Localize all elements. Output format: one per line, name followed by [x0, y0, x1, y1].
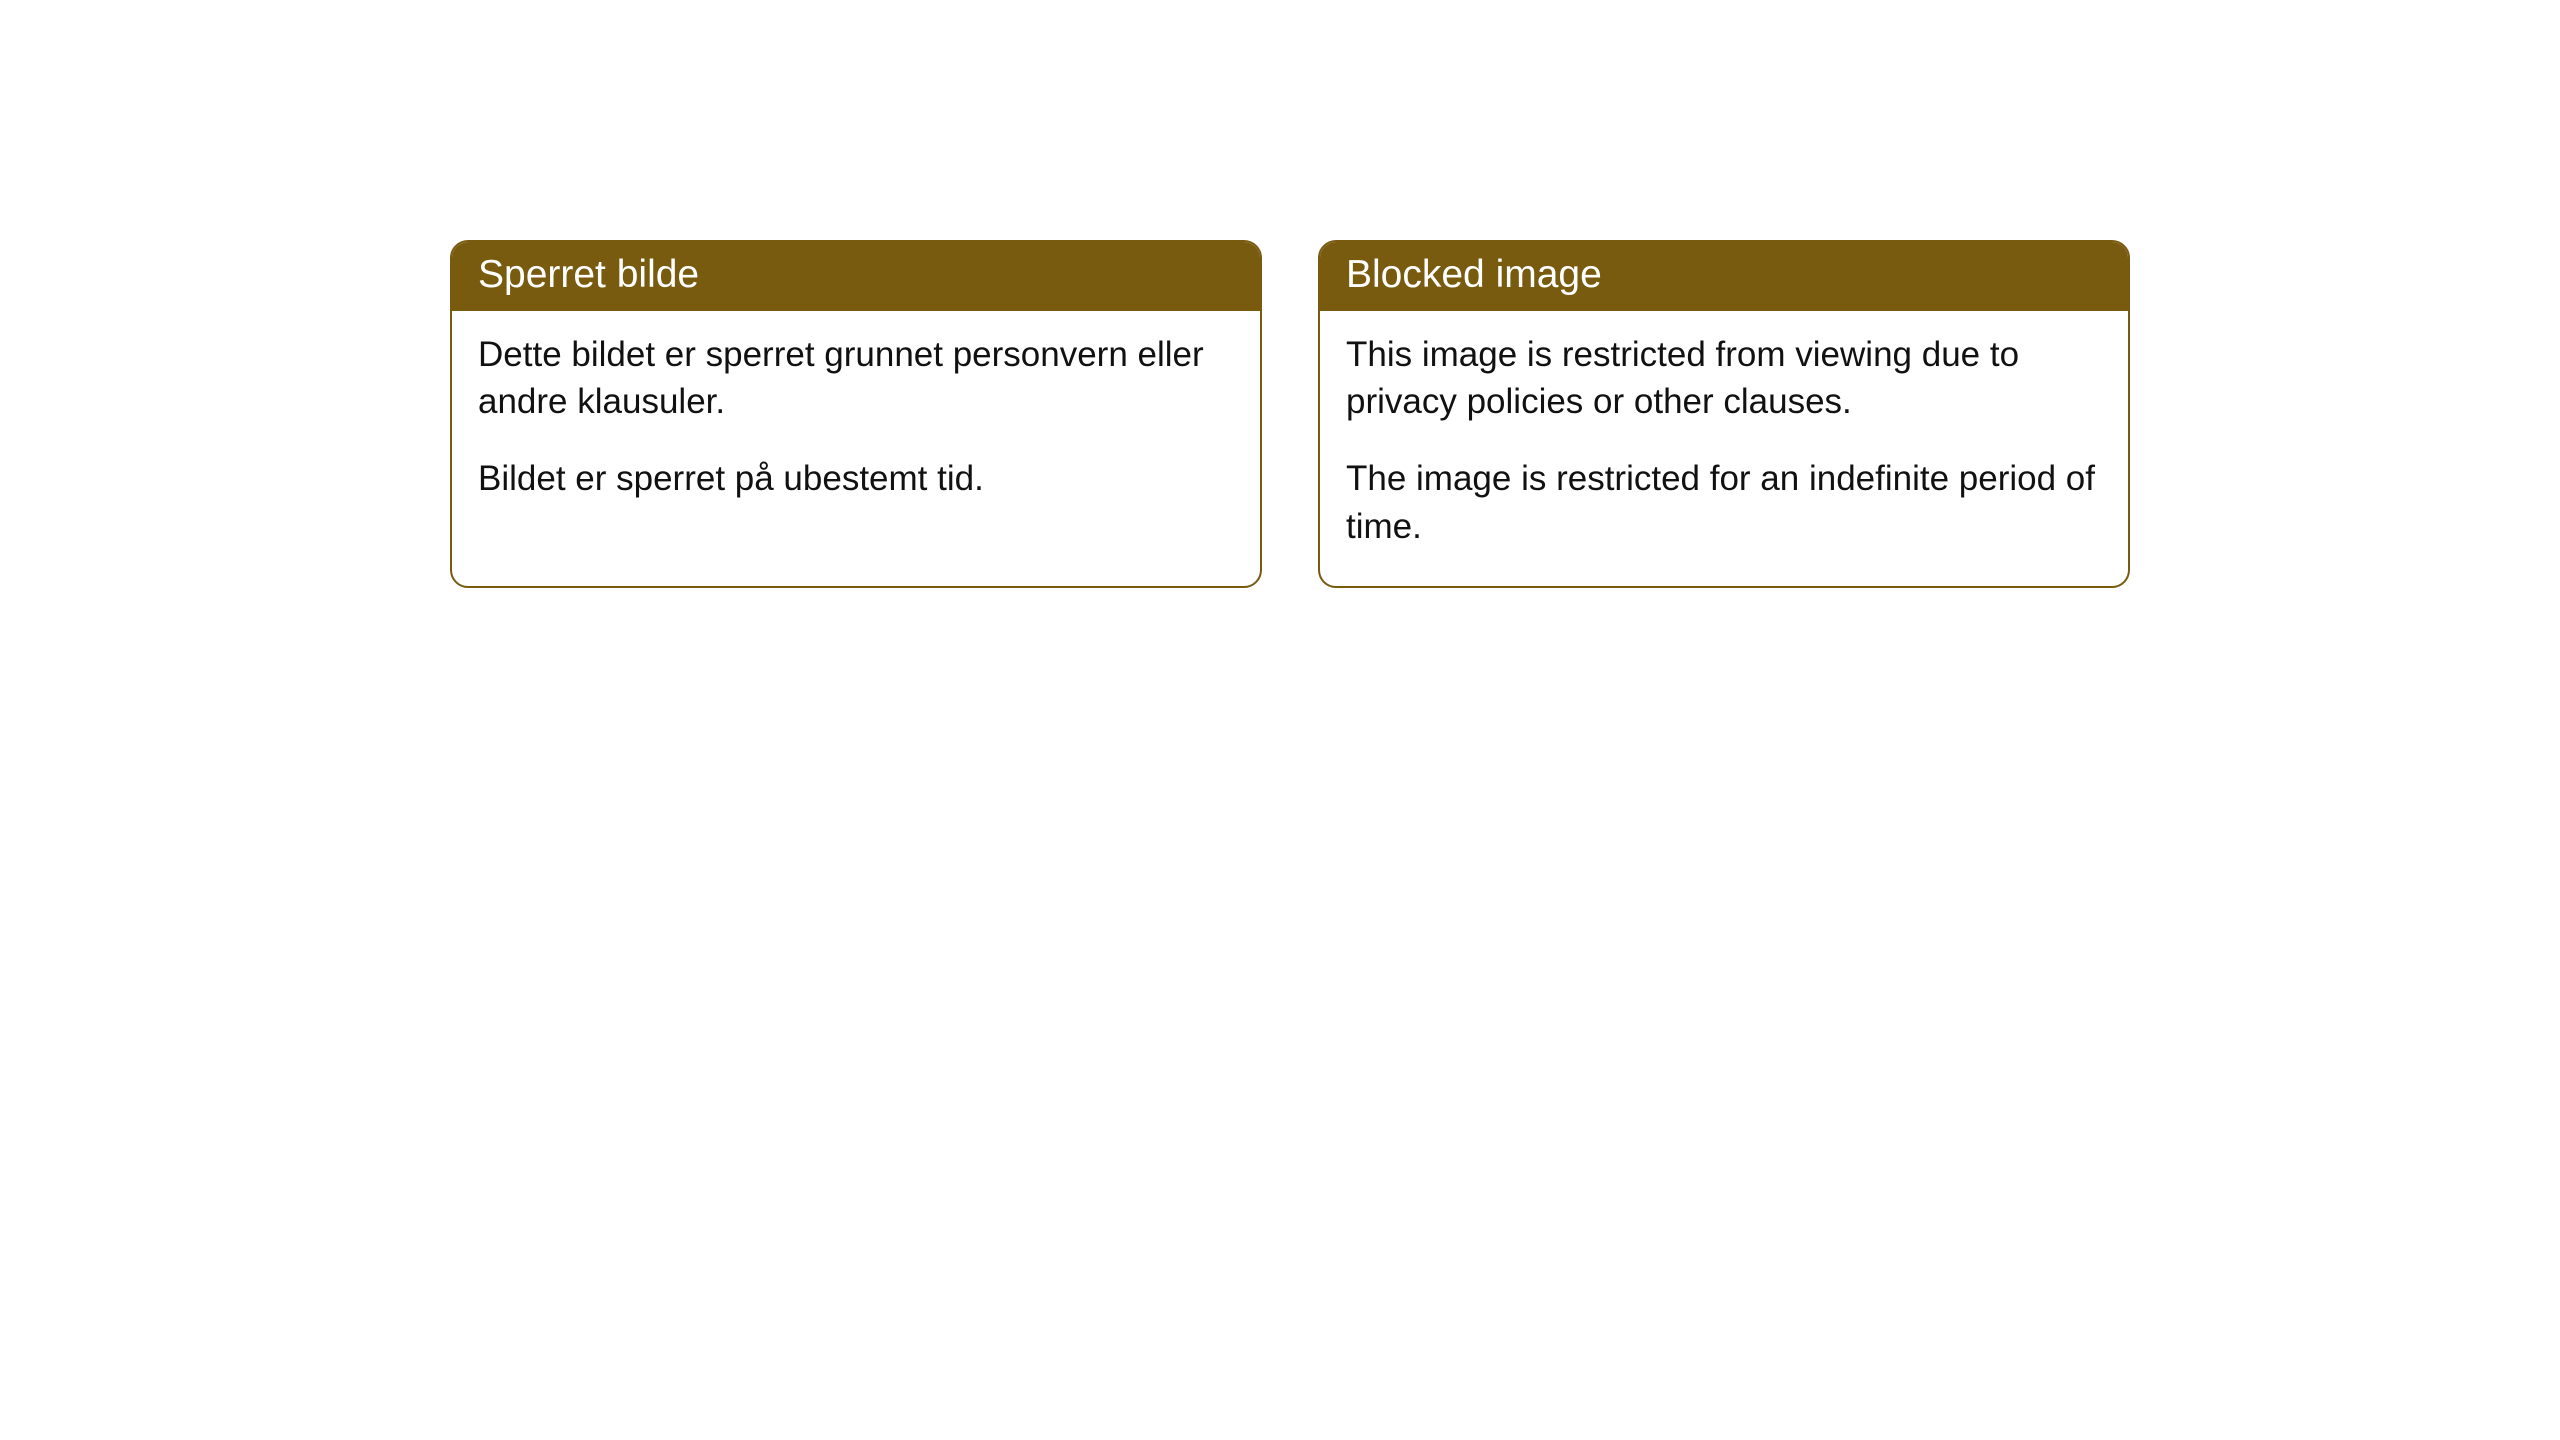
- card-paragraph: Bildet er sperret på ubestemt tid.: [478, 455, 1234, 502]
- card-paragraph: This image is restricted from viewing du…: [1346, 331, 2102, 426]
- card-body: This image is restricted from viewing du…: [1320, 311, 2128, 586]
- notice-card-english: Blocked image This image is restricted f…: [1318, 240, 2130, 588]
- notice-cards-container: Sperret bilde Dette bildet er sperret gr…: [450, 240, 2130, 588]
- card-title: Blocked image: [1320, 242, 2128, 311]
- notice-card-norwegian: Sperret bilde Dette bildet er sperret gr…: [450, 240, 1262, 588]
- card-paragraph: Dette bildet er sperret grunnet personve…: [478, 331, 1234, 426]
- card-body: Dette bildet er sperret grunnet personve…: [452, 311, 1260, 539]
- card-title: Sperret bilde: [452, 242, 1260, 311]
- card-paragraph: The image is restricted for an indefinit…: [1346, 455, 2102, 550]
